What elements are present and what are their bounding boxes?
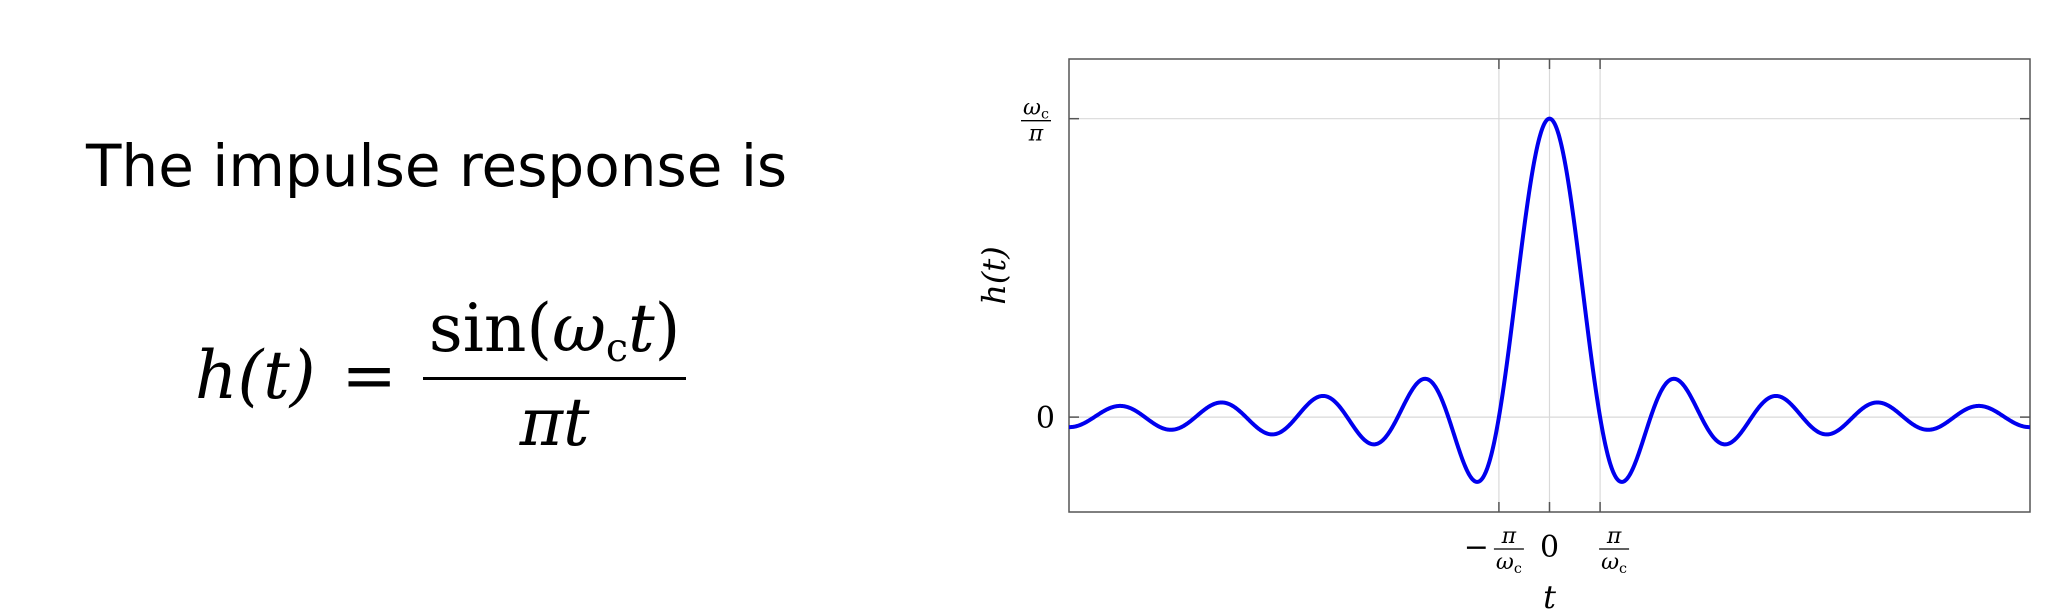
grid-layer: [1069, 59, 2030, 512]
x-tick-label-minus-0: −: [1464, 530, 1489, 565]
formula-lhs: h(t): [195, 336, 316, 414]
intro-text: The impulse response is: [86, 132, 788, 200]
x-tick-label-2: πωc: [1599, 524, 1630, 577]
x-tick-label-0-num: π: [1501, 524, 1517, 549]
formula-t: t: [628, 290, 655, 367]
y-tick-label-1: ωcπ: [1021, 96, 1051, 147]
formula-omega-sub: c: [605, 324, 629, 371]
formula-denominator: πt: [519, 383, 590, 461]
formula-omega: ω: [552, 290, 606, 367]
x-tick-label-2-num: π: [1606, 524, 1622, 549]
y-tick-label-0: 0: [1036, 401, 1055, 436]
y-tick-label-1-num: ωc: [1023, 96, 1049, 123]
x-tick-label-1: 0: [1540, 530, 1559, 565]
tick-layer: [1069, 59, 2030, 512]
x-tick-label-0-den: ωc: [1496, 550, 1522, 577]
y-tick-label-1-den: π: [1028, 122, 1044, 147]
x-tick-label-0: πωc: [1493, 524, 1524, 577]
formula-numerator: sin(ωct): [423, 290, 687, 371]
fraction-bar: [422, 376, 687, 380]
x-tick-label-2-den: ωc: [1601, 550, 1627, 577]
impulse-response-formula: h(t) = sin(ωct) πt: [195, 290, 687, 461]
y-axis-label: h(t): [975, 246, 1013, 304]
formula-close-paren: ): [654, 290, 681, 367]
x-axis-label: t: [1543, 578, 1556, 616]
formula-fraction: sin(ωct) πt: [422, 290, 687, 461]
formula-equals: =: [341, 336, 397, 414]
formula-sin: sin(: [428, 290, 553, 367]
series-line: [1068, 116, 2031, 484]
